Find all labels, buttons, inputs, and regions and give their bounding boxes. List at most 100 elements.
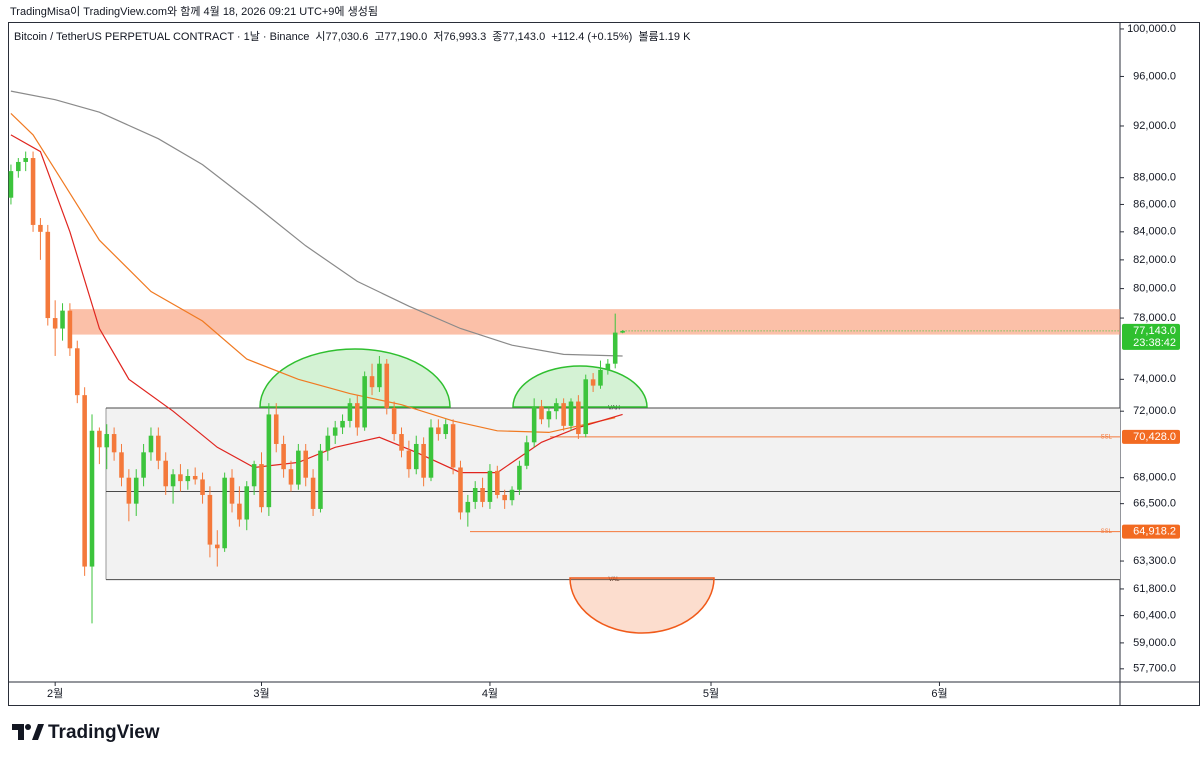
level-label: 64,918.2: [1133, 526, 1176, 538]
candle-body: [458, 467, 463, 513]
candle-body: [133, 477, 139, 504]
y-tick-label: 88,000.0: [1133, 172, 1176, 184]
candle-body: [192, 475, 198, 480]
y-tick-label: 63,300.0: [1133, 555, 1176, 567]
candle-body: [495, 470, 500, 495]
arc: [512, 365, 648, 408]
logo: TradingView: [12, 722, 160, 743]
candle-body: [178, 474, 183, 482]
candle-body: [340, 420, 345, 428]
brand: TradingView: [48, 722, 160, 743]
candle-body: [244, 486, 250, 520]
candle-body: [421, 443, 426, 478]
candle-body: [97, 430, 102, 448]
candle-body: [399, 434, 404, 451]
y-tick-label: 86,000.0: [1133, 198, 1176, 210]
y-tick-label: 57,700.0: [1133, 663, 1176, 675]
candle-body: [141, 452, 146, 478]
legend-item: 저76,993.3: [433, 30, 486, 43]
candle-body: [74, 348, 80, 396]
candle-body: [111, 434, 117, 453]
logo-mark: [12, 724, 24, 740]
candle-body: [16, 161, 21, 172]
candle-body: [598, 369, 603, 386]
legend-item: 고77,190.0: [374, 31, 427, 43]
level-name: VAL: [609, 577, 621, 583]
candle-body: [200, 479, 205, 495]
y-tick-label: 82,000.0: [1133, 254, 1176, 266]
y-tick-label: 84,000.0: [1133, 226, 1176, 238]
candle-body: [259, 464, 264, 508]
candle-body: [170, 474, 176, 487]
candle-body: [266, 414, 272, 508]
x-tick-label: 2월: [47, 687, 63, 700]
resistance-zone: [70, 309, 1120, 335]
candle-body: [472, 488, 478, 502]
caption: TradingMisa이 TradingView.com와 함께 4월 18, …: [10, 5, 378, 18]
candle-body: [237, 503, 242, 520]
legend-item: 시77,030.6: [315, 31, 368, 43]
candle-body: [546, 411, 552, 420]
candle-body: [163, 460, 168, 487]
logo-mark: [25, 724, 31, 730]
value-area: [106, 407, 1120, 580]
y-tick-label: 80,000.0: [1133, 283, 1176, 295]
zones: VAH VAL SSL SSL: [105, 406, 1120, 583]
candle-body: [583, 379, 589, 435]
candle-body: [450, 424, 456, 468]
candle-body: [480, 488, 485, 502]
candle-body: [539, 406, 544, 420]
candle-body: [318, 450, 323, 509]
countdown: 23:38:42: [1133, 337, 1176, 349]
candle-body: [369, 376, 375, 388]
level-tag: [1122, 429, 1180, 444]
candle-body: [251, 464, 257, 487]
candle-body: [362, 376, 367, 428]
candle-body: [8, 171, 14, 198]
x-tick-label: 3월: [253, 687, 269, 700]
arc: [569, 577, 715, 634]
candle-body: [436, 427, 441, 435]
level-name: SSL: [1101, 529, 1113, 535]
y-tick-label: 59,000.0: [1133, 637, 1176, 649]
level-name: VAH: [608, 406, 620, 412]
level-tag: [1122, 524, 1180, 539]
candle-body: [288, 469, 294, 485]
y-tick-label: 72,000.0: [1133, 405, 1176, 417]
candle-body: [377, 363, 382, 388]
drawings: [259, 348, 715, 634]
level-name: SSL: [1101, 434, 1113, 440]
candle-body: [38, 224, 43, 232]
y-tick-label: 61,800.0: [1133, 583, 1176, 595]
candle-body: [576, 401, 581, 435]
candle-body: [89, 430, 95, 567]
candle-body: [325, 435, 331, 451]
y-tick-label: 66,500.0: [1133, 498, 1176, 510]
candle-body: [45, 231, 51, 319]
candle-body: [355, 403, 360, 428]
candle-body: [303, 450, 308, 478]
candle-body: [273, 414, 279, 444]
candle-body: [590, 379, 596, 386]
candle-body: [612, 332, 618, 364]
candle-body: [52, 318, 58, 329]
candle-body: [605, 363, 611, 370]
candle-body: [185, 475, 191, 482]
y-tick-label: 78,000.0: [1133, 312, 1176, 324]
candle-body: [413, 443, 419, 470]
candle-body: [156, 435, 161, 461]
candle-body: [82, 395, 87, 567]
level-label: 70,428.0: [1133, 431, 1176, 443]
legend-item: +112.4 (+0.15%): [551, 31, 632, 43]
candle-body: [531, 406, 537, 443]
x-tick-label: 4월: [482, 687, 498, 700]
candle-body: [391, 407, 397, 435]
candle-body: [281, 443, 286, 470]
candle-body: [428, 427, 434, 478]
candle-body: [347, 403, 353, 421]
candle-body: [214, 544, 220, 549]
x-tick-label: 5월: [703, 687, 719, 700]
logo-mark: [32, 724, 44, 740]
moving-average: [10, 112, 616, 434]
